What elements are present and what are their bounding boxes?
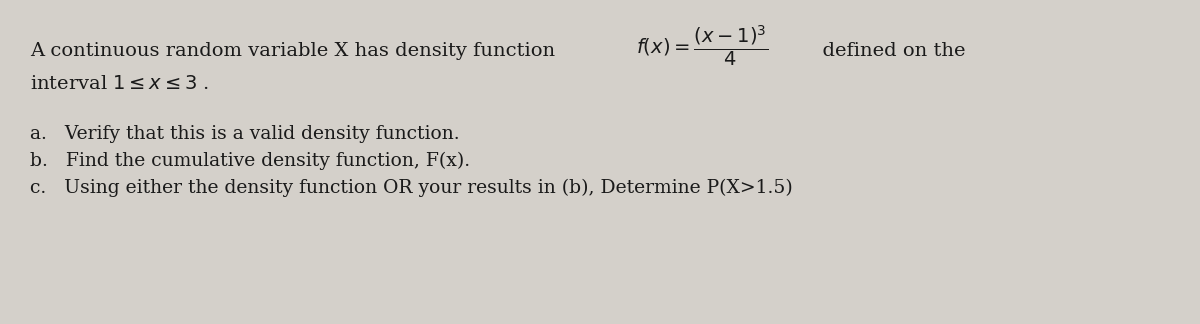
Text: interval $1 \leq x \leq 3$ .: interval $1 \leq x \leq 3$ . <box>30 75 209 93</box>
Text: c.   Using either the density function OR your results in (b), Determine P(X>1.5: c. Using either the density function OR … <box>30 179 793 197</box>
Text: defined on the: defined on the <box>810 42 966 60</box>
Text: b.   Find the cumulative density function, F(x).: b. Find the cumulative density function,… <box>30 152 470 170</box>
Text: A continuous random variable X has density function: A continuous random variable X has densi… <box>30 42 568 60</box>
Text: $f(x) = \dfrac{(x-1)^3}{4}$: $f(x) = \dfrac{(x-1)^3}{4}$ <box>636 23 768 68</box>
Text: a.   Verify that this is a valid density function.: a. Verify that this is a valid density f… <box>30 125 460 143</box>
